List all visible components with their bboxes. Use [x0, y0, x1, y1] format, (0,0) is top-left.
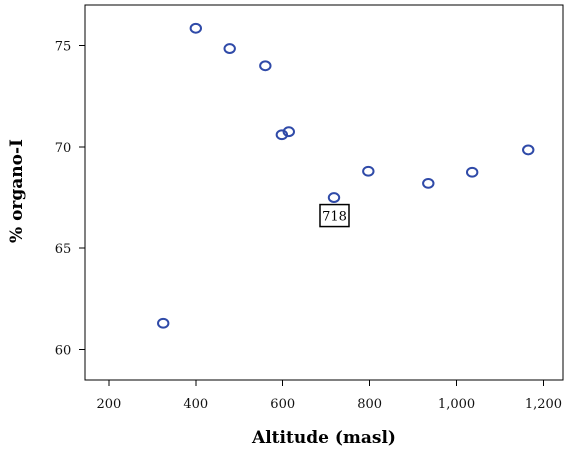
x-tick-label: 600	[270, 397, 295, 412]
x-tick-label: 400	[183, 397, 208, 412]
point-annotation: 718	[319, 203, 350, 228]
y-tick-label: 65	[55, 242, 72, 257]
data-point	[362, 165, 375, 177]
data-point	[275, 129, 289, 141]
data-point	[282, 126, 296, 138]
x-axis-label: Altitude (masl)	[251, 428, 396, 448]
annotation-label: 718	[322, 210, 347, 225]
data-point	[422, 177, 435, 189]
data-point	[259, 60, 272, 72]
data-point	[465, 166, 479, 178]
y-tick-label: 75	[55, 40, 72, 55]
data-point	[157, 317, 170, 329]
plot-frame	[84, 4, 564, 381]
annotation-box	[319, 203, 350, 228]
x-tick-label: 200	[96, 397, 121, 412]
data-point	[522, 144, 535, 156]
y-tick-label: 60	[55, 344, 72, 359]
y-tick-label: 70	[55, 141, 72, 156]
data-points	[157, 22, 535, 329]
y-axis-label: % organo-I	[7, 139, 27, 243]
annotations: 718	[319, 203, 350, 228]
x-tick-label: 1,000	[438, 397, 475, 412]
y-axis-ticks: 60 65 70 75	[55, 40, 85, 359]
x-tick-label: 1,200	[525, 397, 562, 412]
data-point	[189, 22, 203, 34]
data-point	[223, 43, 236, 54]
x-axis-ticks: 200 400 600 800 1,000 1,200	[96, 380, 562, 412]
data-point	[327, 192, 341, 203]
x-tick-label: 800	[357, 397, 382, 412]
